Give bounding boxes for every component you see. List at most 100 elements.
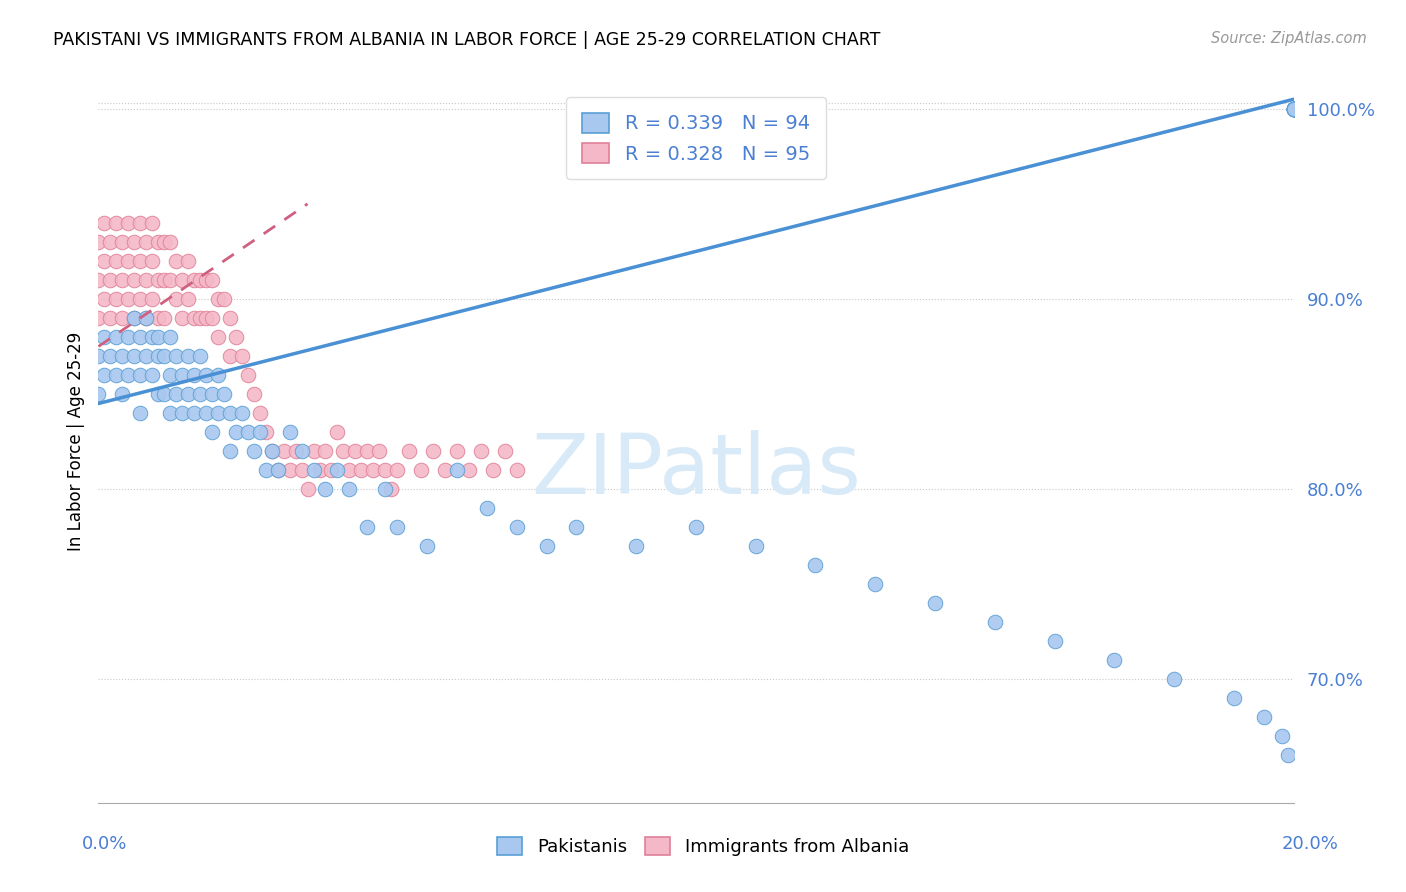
Legend: R = 0.339   N = 94, R = 0.328   N = 95: R = 0.339 N = 94, R = 0.328 N = 95 bbox=[567, 97, 825, 179]
Point bbox=[458, 463, 481, 477]
Point bbox=[924, 596, 946, 610]
Point bbox=[302, 444, 325, 458]
Point bbox=[482, 463, 505, 477]
Point bbox=[87, 273, 110, 287]
Point bbox=[446, 463, 468, 477]
Point bbox=[124, 310, 146, 325]
Point bbox=[129, 216, 152, 230]
Text: 0.0%: 0.0% bbox=[82, 835, 127, 853]
Point bbox=[315, 482, 337, 496]
Point bbox=[129, 368, 152, 382]
Point bbox=[249, 406, 271, 420]
Point bbox=[195, 310, 218, 325]
Point bbox=[212, 292, 235, 306]
Point bbox=[1282, 102, 1305, 116]
Point bbox=[195, 406, 218, 420]
Point bbox=[260, 444, 283, 458]
Point bbox=[98, 235, 122, 249]
Point bbox=[111, 235, 134, 249]
Point bbox=[141, 253, 163, 268]
Point bbox=[374, 482, 396, 496]
Point bbox=[117, 253, 139, 268]
Point bbox=[201, 273, 224, 287]
Point bbox=[243, 444, 266, 458]
Point bbox=[356, 444, 378, 458]
Point bbox=[159, 273, 181, 287]
Point bbox=[117, 330, 139, 344]
Point bbox=[117, 292, 139, 306]
Point bbox=[124, 349, 146, 363]
Point bbox=[124, 310, 146, 325]
Point bbox=[177, 387, 200, 401]
Point bbox=[745, 539, 768, 553]
Point bbox=[148, 349, 170, 363]
Point bbox=[172, 368, 194, 382]
Point bbox=[153, 387, 176, 401]
Point bbox=[1104, 653, 1126, 667]
Point bbox=[93, 216, 115, 230]
Point bbox=[165, 292, 187, 306]
Point bbox=[129, 406, 152, 420]
Point bbox=[124, 235, 146, 249]
Point bbox=[297, 482, 319, 496]
Point bbox=[111, 273, 134, 287]
Point bbox=[153, 235, 176, 249]
Point bbox=[231, 406, 253, 420]
Point bbox=[1282, 102, 1305, 116]
Point bbox=[165, 387, 187, 401]
Point bbox=[1271, 729, 1294, 743]
Point bbox=[135, 310, 157, 325]
Point bbox=[212, 387, 235, 401]
Point bbox=[219, 349, 242, 363]
Point bbox=[105, 330, 128, 344]
Point bbox=[148, 235, 170, 249]
Point bbox=[626, 539, 648, 553]
Point bbox=[326, 425, 349, 439]
Point bbox=[188, 387, 211, 401]
Point bbox=[148, 330, 170, 344]
Point bbox=[363, 463, 385, 477]
Text: ZIPatlas: ZIPatlas bbox=[531, 430, 860, 511]
Point bbox=[339, 482, 361, 496]
Point bbox=[207, 330, 229, 344]
Point bbox=[135, 349, 157, 363]
Point bbox=[315, 444, 337, 458]
Point bbox=[446, 444, 468, 458]
Point bbox=[129, 330, 152, 344]
Point bbox=[201, 310, 224, 325]
Point bbox=[159, 368, 181, 382]
Point bbox=[1163, 672, 1185, 686]
Point bbox=[105, 368, 128, 382]
Point bbox=[183, 310, 205, 325]
Point bbox=[267, 463, 290, 477]
Point bbox=[1282, 102, 1305, 116]
Point bbox=[344, 444, 367, 458]
Point bbox=[111, 310, 134, 325]
Point bbox=[135, 273, 157, 287]
Legend: Pakistanis, Immigrants from Albania: Pakistanis, Immigrants from Albania bbox=[489, 830, 917, 863]
Point bbox=[332, 444, 354, 458]
Point bbox=[278, 425, 301, 439]
Point bbox=[236, 425, 259, 439]
Point bbox=[1282, 102, 1305, 116]
Point bbox=[111, 387, 134, 401]
Point bbox=[506, 520, 529, 534]
Point bbox=[141, 216, 163, 230]
Point bbox=[326, 463, 349, 477]
Point bbox=[111, 349, 134, 363]
Point bbox=[350, 463, 373, 477]
Point bbox=[434, 463, 457, 477]
Point bbox=[207, 406, 229, 420]
Text: 20.0%: 20.0% bbox=[1282, 835, 1339, 853]
Point bbox=[302, 463, 325, 477]
Point bbox=[124, 273, 146, 287]
Y-axis label: In Labor Force | Age 25-29: In Labor Force | Age 25-29 bbox=[66, 332, 84, 551]
Point bbox=[685, 520, 707, 534]
Point bbox=[260, 444, 283, 458]
Point bbox=[207, 292, 229, 306]
Point bbox=[254, 463, 277, 477]
Point bbox=[129, 253, 152, 268]
Point bbox=[148, 310, 170, 325]
Point bbox=[195, 368, 218, 382]
Point bbox=[308, 463, 330, 477]
